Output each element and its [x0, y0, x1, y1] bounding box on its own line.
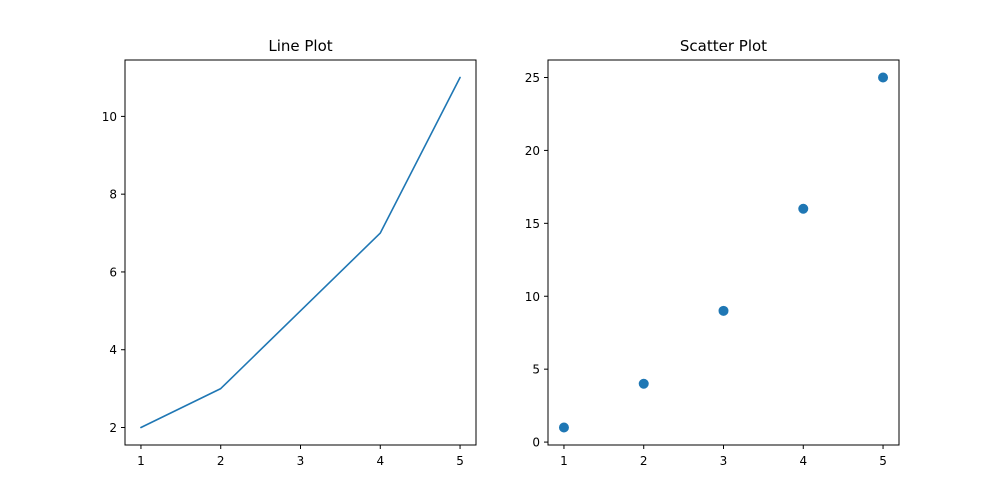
scatter-plot-point	[718, 305, 729, 316]
scatter-plot-point	[558, 422, 569, 433]
scatter-plot-x-tick-label: 1	[560, 454, 568, 468]
scatter-plot-y-tick-label: 0	[532, 436, 540, 450]
line-plot-x-tick-label: 4	[376, 454, 384, 468]
scatter-plot-frame	[547, 59, 900, 446]
line-plot-y-tick-label: 10	[102, 110, 117, 124]
line-plot-y-tick-label: 6	[109, 265, 117, 279]
line-plot-x-tick-label: 5	[456, 454, 464, 468]
scatter-plot-title: Scatter Plot	[680, 37, 767, 55]
line-plot-y-tick-label: 8	[109, 188, 117, 202]
line-plot-frame	[124, 59, 477, 446]
line-plot-axes: Line Plot 1 2 3 4 5 2 4 6 8 10	[102, 37, 477, 468]
scatter-plot-y-tick-label: 10	[525, 290, 540, 304]
scatter-plot-point	[638, 378, 649, 389]
scatter-plot-axes: Scatter Plot 1 2 3 4 5 0 5 10 15 20 25	[525, 37, 900, 468]
line-plot-y-tick-label: 4	[109, 343, 117, 357]
line-plot-series-line	[140, 76, 461, 429]
scatter-plot-y-tick-label: 5	[532, 363, 540, 377]
line-plot-marks: 1 2 3 4 5 2 4 6 8 10	[102, 76, 464, 468]
line-plot-title: Line Plot	[268, 37, 332, 55]
line-plot-x-tick-label: 3	[297, 454, 305, 468]
scatter-plot-x-tick-label: 5	[879, 454, 887, 468]
scatter-plot-marks: 1 2 3 4 5 0 5 10 15 20 25	[525, 71, 889, 468]
scatter-plot-x-tick-label: 3	[720, 454, 728, 468]
scatter-plot-y-tick-label: 15	[525, 217, 540, 231]
line-plot-y-tick-label: 2	[109, 421, 117, 435]
scatter-plot-point	[798, 203, 809, 214]
line-plot-x-tick-label: 1	[137, 454, 145, 468]
scatter-plot-point	[878, 72, 889, 83]
line-plot-x-tick-label: 2	[217, 454, 225, 468]
scatter-plot-y-tick-label: 20	[525, 144, 540, 158]
scatter-plot-x-tick-label: 4	[799, 454, 807, 468]
scatter-plot-y-tick-label: 25	[525, 71, 540, 85]
scatter-plot-x-tick-label: 2	[640, 454, 648, 468]
